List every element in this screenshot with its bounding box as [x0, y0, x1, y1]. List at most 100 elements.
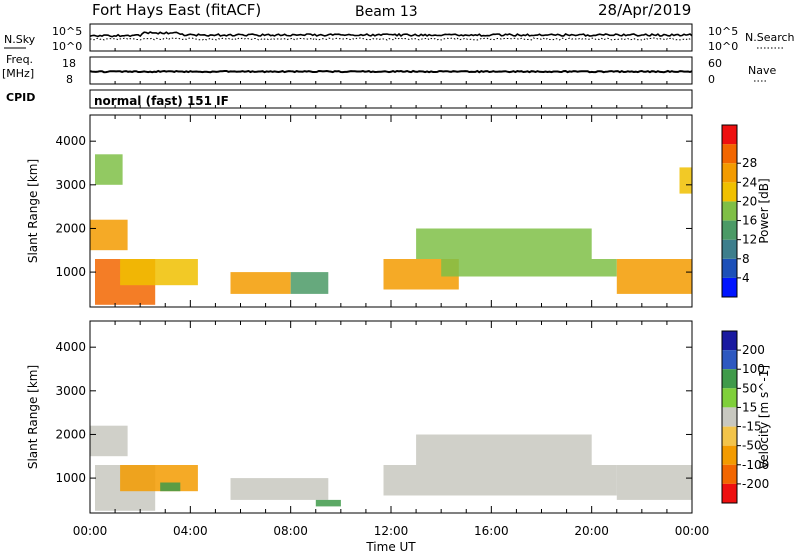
- velocity-colorbar-label: Velocity [m s^-1]: [757, 365, 771, 469]
- colorbar-frame: [721, 124, 738, 298]
- cpid-label: CPID: [6, 91, 35, 104]
- heatmap-cell: [441, 259, 617, 277]
- y-tick-label: 4000: [55, 134, 86, 148]
- heatmap-cell: [679, 167, 692, 194]
- colorbar-tick-label: 16: [742, 214, 757, 228]
- colorbar-segment: [722, 258, 737, 278]
- power-ylabel: Slant Range [km]: [26, 159, 40, 263]
- nsky-trace: [89, 31, 693, 38]
- power-x-axis: [89, 48, 693, 307]
- velocity-ylabel: Slant Range [km]: [26, 365, 40, 469]
- velocity-colorbar: 200 100 50 15 -15 -50 -100 -200: [721, 330, 769, 504]
- heatmap-cell: [90, 425, 128, 457]
- heatmap-cell: [160, 482, 181, 492]
- heatmap-cell: [230, 272, 291, 294]
- colorbar-tick-label: 20: [742, 194, 757, 208]
- nsky-bottom-tick: 10^0: [52, 40, 82, 53]
- velocity-y-axis: 1000 2000 3000 4000: [55, 340, 692, 485]
- freq-trace: [89, 69, 693, 74]
- colorbar-segment: [722, 426, 737, 446]
- time-tick-label: 08:00: [273, 524, 308, 538]
- nsearch-top-tick: 10^5: [708, 25, 738, 38]
- time-tick-label: 00:00: [675, 524, 710, 538]
- colorbar-frame: [721, 330, 738, 504]
- y-tick-label: 1000: [55, 471, 86, 485]
- colorbar-tick-label: -15: [742, 420, 762, 434]
- time-axis-title: Time UT: [365, 540, 416, 554]
- colorbar-segment: [722, 125, 737, 145]
- nsky-top-tick: 10^5: [52, 25, 82, 38]
- colorbar-segment: [722, 369, 737, 389]
- heatmap-cell: [616, 259, 693, 294]
- colorbar-tick-label: -100: [742, 458, 769, 472]
- colorbar-segment: [722, 464, 737, 484]
- colorbar-segment: [722, 350, 737, 370]
- colorbar-segment: [722, 277, 737, 297]
- colorbar-segment: [722, 331, 737, 351]
- time-tick-label: 20:00: [574, 524, 609, 538]
- time-axis-labels: 00:00 04:00 08:00 12:00 16:00 20:00 00:00: [73, 524, 710, 538]
- time-tick-label: 04:00: [173, 524, 208, 538]
- freq-unit: [MHz]: [2, 67, 34, 80]
- colorbar-segment: [722, 201, 737, 221]
- colorbar-segment: [722, 388, 737, 408]
- heatmap-cell: [95, 154, 123, 185]
- beam-title: Beam 13: [355, 4, 418, 20]
- colorbar-tick-label: 100: [742, 362, 765, 376]
- time-tick-label: 12:00: [374, 524, 409, 538]
- cpid-text: normal (fast) 151 IF: [94, 94, 229, 108]
- colorbar-segment: [722, 182, 737, 202]
- velocity-x-axis: [89, 321, 693, 513]
- nsky-label: N.Sky: [4, 33, 36, 46]
- colorbar-tick-label: 12: [742, 233, 757, 247]
- y-tick-label: 4000: [55, 340, 86, 354]
- heatmap-cell: [416, 228, 592, 259]
- colorbar-segment: [722, 144, 737, 164]
- heatmap-cell: [120, 465, 198, 492]
- station-title: Fort Hays East (fitACF): [92, 1, 261, 19]
- freq-top-tick: 18: [62, 57, 76, 70]
- colorbar-segment: [722, 163, 737, 183]
- colorbar-tick-label: 50: [742, 381, 757, 395]
- colorbar-segment: [722, 483, 737, 503]
- y-tick-label: 3000: [55, 384, 86, 398]
- heatmap-cell: [315, 499, 341, 507]
- y-tick-label: 2000: [55, 221, 86, 235]
- freq-label: Freq.: [6, 53, 33, 66]
- colorbar-tick-label: 4: [742, 271, 750, 285]
- heatmap-cell: [383, 465, 617, 496]
- nave-label: Nave: [748, 64, 776, 77]
- nave-top-tick: 60: [708, 57, 722, 70]
- nsearch-label: N.Search: [745, 31, 795, 44]
- heatmap-cell: [416, 434, 592, 465]
- heatmap-cell: [230, 478, 329, 500]
- nsearch-trace: [89, 37, 693, 41]
- power-heatmap: [90, 154, 693, 305]
- colorbar-segment: [722, 445, 737, 465]
- nsearch-bottom-tick: 10^0: [708, 40, 738, 53]
- colorbar-segment: [722, 220, 737, 240]
- power-colorbar-label: Power [dB]: [757, 178, 771, 243]
- colorbar-tick-label: 28: [742, 156, 757, 170]
- nsky-strip-frame: [89, 23, 693, 52]
- colorbar-tick-label: 24: [742, 175, 757, 189]
- heatmap-cell: [290, 272, 329, 294]
- colorbar-segment: [722, 239, 737, 259]
- colorbar-tick-label: 8: [742, 252, 750, 266]
- colorbar-tick-label: 200: [742, 343, 765, 357]
- colorbar-tick-label: -200: [742, 477, 769, 491]
- velocity-heatmap: [90, 425, 693, 511]
- time-tick-label: 00:00: [73, 524, 108, 538]
- y-tick-label: 1000: [55, 265, 86, 279]
- date-title: 28/Apr/2019: [598, 1, 691, 19]
- colorbar-segment: [722, 407, 737, 427]
- time-tick-label: 16:00: [474, 524, 509, 538]
- freq-bottom-tick: 8: [66, 73, 73, 86]
- heatmap-cell: [616, 465, 693, 500]
- heatmap-cell: [90, 219, 128, 251]
- colorbar-tick-label: -50: [742, 439, 762, 453]
- y-tick-label: 2000: [55, 427, 86, 441]
- power-colorbar: 4 8 12 16 20 24 28: [721, 124, 757, 298]
- y-tick-label: 3000: [55, 178, 86, 192]
